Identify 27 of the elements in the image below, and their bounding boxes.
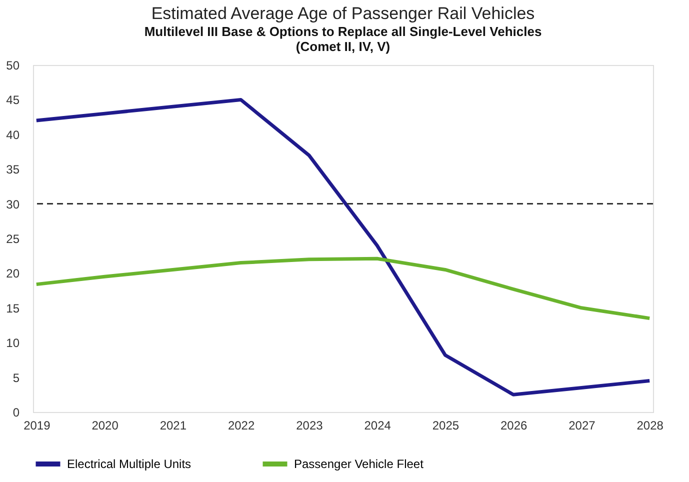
chart-title: Estimated Average Age of Passenger Rail Vehicles (151, 4, 535, 23)
y-tick-label: 5 (12, 370, 20, 385)
x-tick-label: 2026 (500, 418, 528, 432)
y-tick-label: 30 (6, 197, 20, 212)
chart-subtitle: Multilevel III Base & Options to Replace all Single-Level Vehicles (Comet II, IV, V) (144, 24, 542, 54)
x-tick-label: 2023 (296, 418, 324, 432)
y-tick-label: 25 (6, 232, 20, 246)
y-tick-label: 20 (6, 266, 20, 281)
y-tick-label: 35 (6, 162, 20, 177)
y-tick-label: 0 (12, 406, 20, 420)
y-tick-label: 40 (6, 128, 20, 142)
x-tick-label: 2024 (364, 418, 392, 432)
legend-label: Passenger Vehicle Fleet (294, 457, 424, 471)
x-tick-label: 2025 (432, 418, 460, 432)
x-tick-label: 2027 (568, 418, 596, 432)
x-tick-label: 2020 (92, 418, 119, 432)
y-tick-label: 10 (6, 336, 20, 350)
y-tick-label: 50 (6, 58, 20, 72)
y-tick-label: 45 (6, 93, 20, 108)
x-tick-label: 2022 (228, 418, 255, 432)
x-tick-label: 2028 (636, 418, 664, 432)
x-tick-label: 2019 (24, 418, 51, 432)
y-tick-label: 15 (6, 301, 20, 316)
line-series (34, 98, 652, 396)
legend-label: Electrical Multiple Units (67, 457, 192, 471)
line-series (34, 256, 652, 320)
x-tick-label: 2021 (160, 418, 187, 432)
